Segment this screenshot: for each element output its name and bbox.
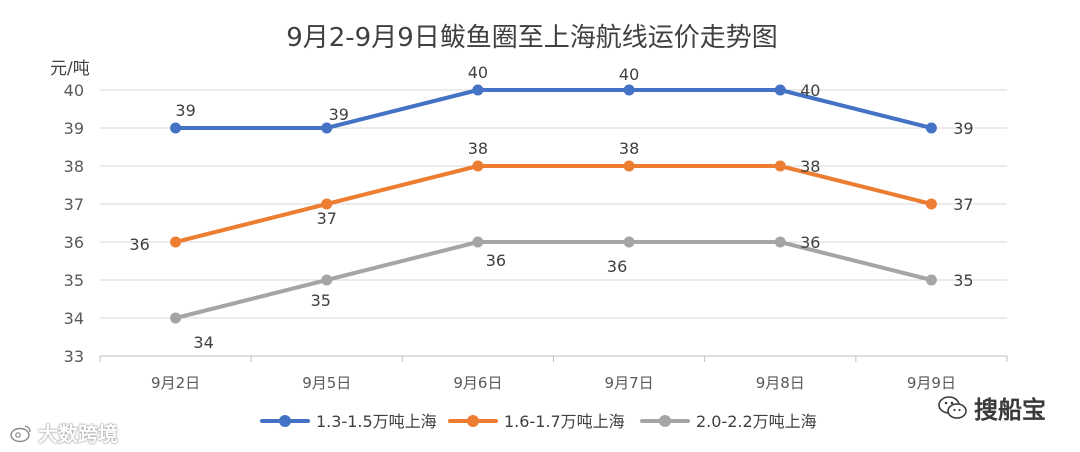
data-label: 38 (800, 157, 820, 176)
x-tick-label: 9月6日 (453, 374, 502, 392)
y-tick-label: 40 (64, 81, 84, 100)
y-tick-label: 34 (64, 309, 84, 328)
data-point (170, 122, 182, 134)
series-lines (170, 84, 937, 324)
series-line (173, 240, 934, 320)
watermark-right: 搜船宝 (938, 390, 1046, 427)
x-tick-label: 9月7日 (605, 374, 654, 392)
y-axis-ticks: 33 34 35 36 37 38 39 40 (64, 81, 84, 366)
data-label: 36 (607, 257, 627, 276)
y-tick-label: 37 (64, 195, 84, 214)
weibo-icon (10, 423, 32, 448)
legend: 1.3-1.5万吨上海 1.6-1.7万吨上海 2.0-2.2万吨上海 (260, 412, 817, 431)
x-tick-label: 9月9日 (907, 374, 956, 392)
data-point (472, 236, 484, 248)
wechat-icon (938, 395, 968, 427)
data-label: 35 (311, 291, 331, 310)
legend-entry-label: 1.3-1.5万吨上海 (316, 412, 437, 431)
data-label: 37 (953, 195, 973, 214)
data-point (925, 198, 937, 210)
data-label: 40 (619, 65, 639, 84)
y-tick-label: 33 (64, 347, 84, 366)
data-label: 38 (468, 139, 488, 158)
chart-title: 9月2-9月9日鲅鱼圈至上海航线运价走势图 (286, 23, 778, 53)
x-tick-label: 9月2日 (151, 374, 200, 392)
data-point (925, 122, 937, 134)
legend-swatch-marker (659, 415, 671, 427)
data-label: 36 (486, 251, 506, 270)
y-tick-label: 38 (64, 157, 84, 176)
data-point (623, 236, 635, 248)
data-point (321, 122, 333, 134)
data-point (774, 84, 786, 96)
y-tick-label: 39 (64, 119, 84, 138)
data-label: 40 (468, 63, 488, 82)
data-point (321, 274, 333, 286)
watermark-left: 大数跨境 (10, 418, 118, 448)
y-tick-label: 35 (64, 271, 84, 290)
data-point (623, 160, 635, 172)
x-tick-label: 9月5日 (302, 374, 351, 392)
data-point (623, 84, 635, 96)
watermark-right-text: 搜船宝 (974, 396, 1046, 424)
data-point (472, 160, 484, 172)
data-label: 36 (129, 235, 149, 254)
data-label: 39 (175, 101, 195, 120)
data-labels: 39 39 40 40 40 39 36 37 38 38 38 37 34 35 36 36 36 35 (129, 63, 973, 352)
data-point (321, 198, 333, 210)
data-label: 36 (800, 233, 820, 252)
legend-swatch-marker (467, 415, 479, 427)
data-point (774, 160, 786, 172)
series-line (173, 88, 934, 130)
data-point (472, 84, 484, 96)
data-point (170, 236, 182, 248)
data-point (170, 312, 182, 324)
legend-entry-label: 2.0-2.2万吨上海 (696, 412, 817, 431)
y-axis-unit-label: 元/吨 (50, 59, 90, 79)
data-label: 39 (953, 119, 973, 138)
legend-entry-label: 1.6-1.7万吨上海 (504, 412, 625, 431)
data-point (925, 274, 937, 286)
x-tick-label: 9月8日 (756, 374, 805, 392)
legend-swatch-marker (279, 415, 291, 427)
data-label: 40 (800, 81, 820, 100)
data-label: 35 (953, 271, 973, 290)
watermark-left-text: 大数跨境 (38, 422, 118, 446)
data-label: 37 (317, 209, 337, 228)
x-axis-ticks: 9月2日 9月5日 9月6日 9月7日 9月8日 9月9日 (99, 356, 1008, 392)
data-point (774, 236, 786, 248)
data-label: 34 (193, 333, 213, 352)
y-tick-label: 36 (64, 233, 84, 252)
series-line (173, 164, 934, 244)
data-label: 38 (619, 139, 639, 158)
data-label: 39 (329, 105, 349, 124)
